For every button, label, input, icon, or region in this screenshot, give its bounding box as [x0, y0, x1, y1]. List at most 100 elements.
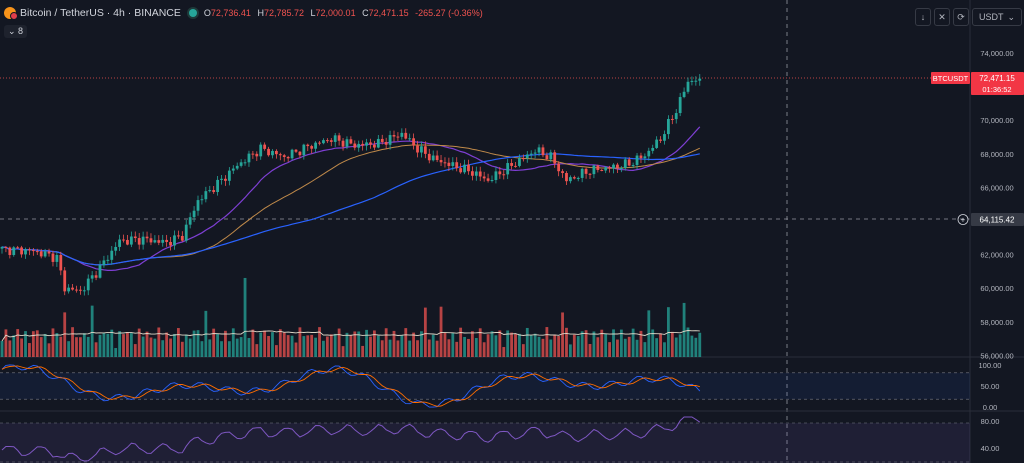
- volume-bar: [8, 340, 12, 357]
- price-axis[interactable]: 74,000.0072,000.0070,000.0068,000.0066,0…: [931, 49, 1024, 453]
- stoch-k-line: [1, 364, 701, 408]
- volume-bar: [290, 335, 294, 357]
- candle-body: [510, 163, 513, 166]
- candle-body: [635, 155, 639, 166]
- volume-bar: [384, 328, 388, 357]
- symbol-title[interactable]: Bitcoin / TetherUS · 4h · BINANCE: [20, 7, 181, 19]
- volume-bar: [259, 332, 263, 357]
- close-label: C: [362, 8, 369, 18]
- volume-bar: [451, 332, 455, 357]
- volume-bar: [102, 333, 106, 357]
- refresh-icon: ⟳: [957, 11, 965, 22]
- candle-body: [486, 178, 490, 181]
- volume-bar: [455, 341, 459, 357]
- plus-circle-icon: [957, 214, 969, 225]
- volume-bar: [28, 343, 31, 357]
- candle-body: [443, 162, 447, 164]
- refresh-button[interactable]: ⟳: [953, 8, 969, 26]
- volume-ma-line: [1, 330, 700, 342]
- candle-body: [286, 156, 290, 159]
- volume-bar: [294, 342, 298, 357]
- candle-body: [114, 246, 118, 251]
- volume-bar: [392, 330, 396, 357]
- volume-bar: [674, 337, 678, 357]
- candle-body: [482, 176, 486, 179]
- volume-bar: [404, 328, 408, 357]
- candle-body: [133, 236, 137, 239]
- volume-bar: [423, 307, 427, 357]
- volume-bar: [235, 338, 239, 357]
- candle-body: [4, 246, 8, 248]
- volume-bar: [502, 347, 506, 357]
- candle-body: [663, 134, 666, 141]
- compare-button[interactable]: ✕: [934, 8, 950, 26]
- candle-body: [471, 171, 474, 176]
- volume-bar: [690, 335, 694, 357]
- candle-body: [686, 81, 690, 92]
- candle-body: [126, 239, 129, 245]
- rsi-axis-label: 40.00: [981, 444, 1000, 453]
- candle-body: [451, 162, 455, 166]
- volume-bar: [376, 335, 380, 357]
- volume-bar: [588, 343, 592, 357]
- candle-body: [467, 164, 470, 172]
- volume-bar: [525, 327, 529, 357]
- candle-body: [0, 246, 4, 249]
- candle-body: [349, 139, 353, 144]
- volume-bar: [310, 334, 314, 357]
- candle-body: [275, 150, 278, 155]
- candle-body: [545, 155, 549, 160]
- candle-body: [329, 140, 333, 142]
- volume-bar: [365, 329, 368, 357]
- volume-bar: [137, 328, 141, 357]
- candle-body: [294, 149, 298, 152]
- volume-bar: [361, 345, 365, 357]
- candle-body: [165, 239, 169, 242]
- volume-bar: [192, 330, 196, 357]
- moving-averages: [1, 126, 701, 271]
- close-value: 72,471.15: [368, 8, 409, 18]
- price-axis-label: 56,000.00: [980, 351, 1013, 360]
- candle-body: [506, 163, 510, 175]
- stoch-d-line: [1, 365, 700, 407]
- down-button[interactable]: ↓: [915, 8, 931, 26]
- volume-bar: [561, 312, 564, 357]
- candle-body: [651, 147, 655, 151]
- candle-body: [612, 164, 615, 169]
- volume-bar: [75, 337, 78, 357]
- volume-bar: [0, 341, 4, 357]
- candle-body: [129, 236, 133, 245]
- volume-bar: [39, 337, 43, 357]
- candle-body: [259, 144, 263, 157]
- candle-body: [369, 142, 372, 145]
- candle-body: [204, 191, 208, 200]
- volume-bar: [580, 331, 584, 357]
- volume-bar: [345, 332, 349, 357]
- candle-body: [169, 241, 172, 246]
- countdown-value: 01:36:52: [982, 85, 1011, 94]
- candle-body: [63, 270, 67, 292]
- rsi-axis-label: 80.00: [981, 417, 1000, 426]
- symbol-header[interactable]: Bitcoin / TetherUS · 4h · BINANCE O72,73…: [4, 7, 487, 20]
- candle-body: [541, 147, 545, 156]
- indicators-toggle[interactable]: ⌄ 8: [4, 25, 28, 38]
- volume-bar: [94, 342, 98, 357]
- rsi-pane[interactable]: [0, 416, 970, 463]
- volume-bar: [427, 339, 431, 357]
- volume-bar: [212, 328, 216, 357]
- volume-bar: [663, 342, 666, 357]
- candle-body: [196, 200, 200, 211]
- stoch-rsi-pane[interactable]: [0, 364, 970, 408]
- candle-body: [561, 171, 564, 174]
- candle-body: [490, 180, 494, 182]
- candle-body: [427, 153, 431, 161]
- candle-body: [521, 158, 525, 160]
- volume-bar: [471, 331, 474, 357]
- currency-select[interactable]: USDT ⌄: [972, 8, 1022, 26]
- candle-body: [35, 251, 39, 253]
- volume-bar: [12, 335, 16, 357]
- candle-body: [39, 251, 43, 257]
- candle-body: [670, 118, 674, 120]
- ma-purple-line: [1, 126, 701, 271]
